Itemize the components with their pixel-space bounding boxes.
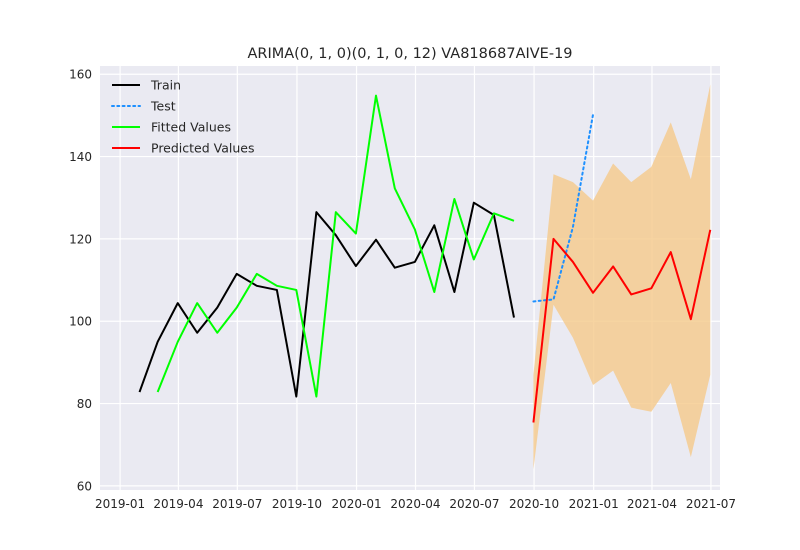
x-tick-label: 2020-10 — [509, 497, 559, 511]
x-tick-label: 2020-07 — [449, 497, 499, 511]
y-tick-label: 160 — [69, 68, 92, 82]
legend-label: Test — [150, 99, 176, 114]
x-tick-label: 2021-04 — [627, 497, 677, 511]
y-tick-label: 120 — [69, 232, 92, 246]
x-tick-label: 2020-04 — [390, 497, 440, 511]
x-tick-label: 2021-07 — [686, 497, 736, 511]
chart-title: ARIMA(0, 1, 0)(0, 1, 0, 12) VA818687AIVE… — [247, 46, 572, 62]
x-axis-ticks: 2019-01 2019-04 2019-07 2019-10 2020-01 2020-… — [95, 497, 736, 511]
legend: Train Test Fitted Values Predicted Values — [111, 78, 255, 156]
y-tick-label: 60 — [77, 479, 92, 493]
series-line-predicted-values — [532, 229, 712, 423]
legend-label: Predicted Values — [151, 141, 255, 156]
x-tick-label: 2019-07 — [212, 497, 262, 511]
series-line-train — [138, 201, 515, 398]
series-line-test — [532, 113, 595, 303]
legend-label: Fitted Values — [151, 120, 231, 135]
series-layer — [138, 94, 712, 423]
x-tick-label: 2020-01 — [331, 497, 381, 511]
x-tick-label: 2019-01 — [95, 497, 145, 511]
series-line-fitted-values — [156, 94, 515, 398]
y-tick-label: 100 — [69, 315, 92, 329]
y-tick-label: 80 — [77, 397, 92, 411]
y-axis-ticks: 60 80 100 120 140 160 — [69, 68, 92, 494]
x-tick-label: 2021-01 — [569, 497, 619, 511]
confidence-band-layer — [533, 84, 711, 470]
confidence-band — [533, 84, 711, 470]
legend-label: Train — [150, 78, 181, 93]
grid — [100, 66, 720, 490]
x-tick-label: 2019-10 — [272, 497, 322, 511]
y-tick-label: 140 — [69, 150, 92, 164]
x-tick-label: 2019-04 — [153, 497, 203, 511]
